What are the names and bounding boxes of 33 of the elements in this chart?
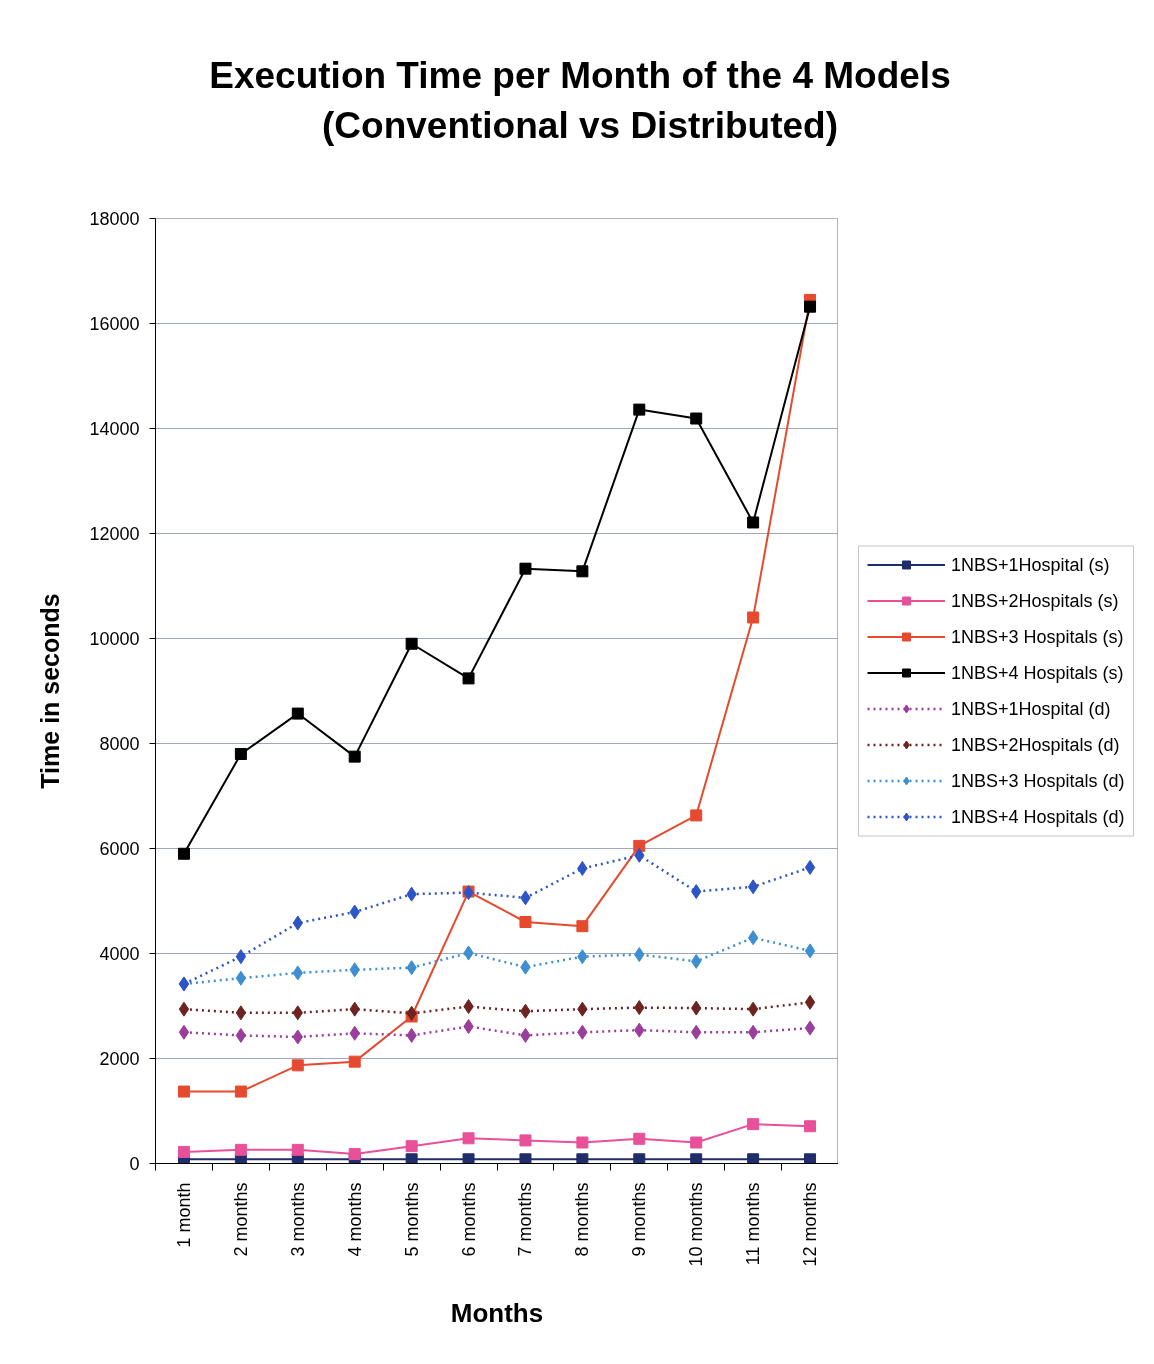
y-tick-label: 4000 xyxy=(99,944,140,964)
x-tick-label: 2 months xyxy=(230,1182,251,1257)
y-axis-title: Time in seconds xyxy=(36,593,65,789)
x-tick-label: 3 months xyxy=(287,1182,308,1257)
x-tick-label: 1 month xyxy=(173,1182,194,1248)
chart-title: Execution Time per Month of the 4 Models (Conventional vs Distributed) xyxy=(209,54,951,148)
y-tick-label: 18000 xyxy=(89,209,140,229)
legend-label: 1NBS+2Hospitals (d) xyxy=(951,734,1120,755)
y-tick-label: 8000 xyxy=(99,734,140,754)
legend-label: 1NBS+4 Hospitals (d) xyxy=(951,806,1125,827)
x-tick-label: 12 months xyxy=(800,1182,821,1267)
y-tick-label: 16000 xyxy=(89,314,140,334)
y-tick-label: 2000 xyxy=(99,1049,140,1069)
legend-label: 1NBS+2Hospitals (s) xyxy=(951,590,1119,611)
x-tick-label: 11 months xyxy=(743,1182,764,1266)
legend-label: 1NBS+1Hospital (d) xyxy=(951,698,1111,719)
legend-label: 1NBS+4 Hospitals (s) xyxy=(951,662,1124,683)
legend-label: 1NBS+1Hospital (s) xyxy=(951,554,1110,575)
y-tick-label: 10000 xyxy=(89,629,140,649)
x-tick-label: 6 months xyxy=(458,1182,479,1257)
y-tick-label: 0 xyxy=(129,1154,140,1174)
legend-label: 1NBS+3 Hospitals (s) xyxy=(951,626,1124,647)
y-tick-label: 6000 xyxy=(99,839,140,859)
x-tick-label: 10 months xyxy=(686,1182,707,1267)
x-tick-label: 7 months xyxy=(515,1182,536,1257)
x-tick-label: 9 months xyxy=(629,1182,650,1257)
legend-label: 1NBS+3 Hospitals (d) xyxy=(951,770,1125,791)
x-tick-label: 4 months xyxy=(344,1182,365,1257)
x-axis-title: Months xyxy=(450,1297,544,1328)
x-tick-label: 5 months xyxy=(401,1182,422,1257)
y-tick-label: 14000 xyxy=(89,419,140,439)
x-tick-label: 8 months xyxy=(572,1182,593,1257)
y-tick-label: 12000 xyxy=(89,524,140,544)
